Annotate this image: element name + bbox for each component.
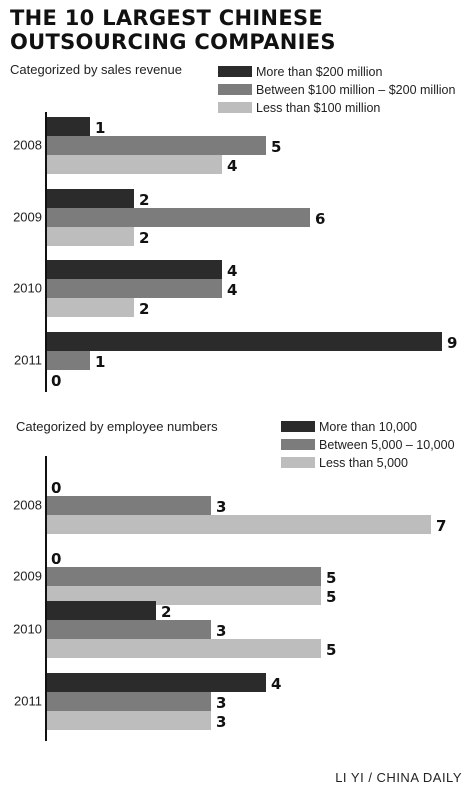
employees-bar-2008-s2 — [46, 496, 211, 515]
employees-value-2008-s2: 3 — [216, 498, 226, 516]
employees-bar-2010-s1 — [46, 601, 156, 620]
sales-bar-2009-s3 — [46, 227, 134, 246]
employees-bar-2010-s3 — [46, 639, 321, 658]
sales-bar-2009-s1 — [46, 189, 134, 208]
sales-bar-2009-s2 — [46, 208, 310, 227]
employees-value-2011-s2: 3 — [216, 694, 226, 712]
sales-value-2008-s3: 4 — [227, 157, 237, 175]
sales-bar-2011-s1 — [46, 332, 442, 351]
sales-year-label-2011: 2011 — [14, 353, 42, 368]
employees-legend-swatch-1 — [281, 421, 315, 432]
sales-legend-swatch-3 — [218, 102, 252, 113]
employees-value-2011-s1: 4 — [271, 675, 281, 693]
sales-legend-swatch-2 — [218, 84, 252, 95]
employees-value-2008-s1: 0 — [51, 479, 61, 497]
employees-bar-2008-s3 — [46, 515, 431, 534]
sales-value-2009-s3: 2 — [139, 229, 149, 247]
employees-year-label-2010: 2010 — [13, 622, 42, 637]
sales-value-2010-s3: 2 — [139, 300, 149, 318]
employees-legend-label-1: More than 10,000 — [319, 420, 417, 434]
employees-value-2011-s3: 3 — [216, 713, 226, 731]
sales-bar-2008-s3 — [46, 155, 222, 174]
sales-value-2011-s2: 1 — [95, 353, 105, 371]
employees-year-label-2008: 2008 — [13, 498, 42, 513]
sales-legend-label-2: Between $100 million – $200 million — [256, 83, 455, 97]
employees-year-label-2009: 2009 — [13, 569, 42, 584]
sales-value-2008-s1: 1 — [95, 119, 105, 137]
sales-year-label-2008: 2008 — [13, 138, 42, 153]
sales-value-2009-s2: 6 — [315, 210, 325, 228]
sales-bar-2008-s1 — [46, 117, 90, 136]
employees-value-2010-s1: 2 — [161, 603, 171, 621]
sales-legend-label-3: Less than $100 million — [256, 101, 380, 115]
employees-value-2009-s1: 0 — [51, 550, 61, 568]
employees-bar-2010-s2 — [46, 620, 211, 639]
chart-title: THE 10 LARGEST CHINESE OUTSOURCING COMPA… — [10, 6, 336, 54]
employees-value-2008-s3: 7 — [436, 517, 446, 535]
sales-bar-2010-s1 — [46, 260, 222, 279]
credit-line: LI YI / CHINA DAILY — [335, 770, 462, 785]
sales-value-2009-s1: 2 — [139, 191, 149, 209]
sales-legend-swatch-1 — [218, 66, 252, 77]
sales-value-2010-s1: 4 — [227, 262, 237, 280]
employees-subtitle: Categorized by employee numbers — [16, 419, 218, 434]
employees-bar-2011-s1 — [46, 673, 266, 692]
employees-year-label-2011: 2011 — [14, 694, 42, 709]
sales-year-label-2009: 2009 — [13, 210, 42, 225]
sales-subtitle: Categorized by sales revenue — [10, 62, 182, 77]
sales-revenue-chart: Categorized by sales revenue More than $2… — [10, 62, 457, 392]
employees-bar-2011-s3 — [46, 711, 211, 730]
employees-bar-2009-s2 — [46, 567, 321, 586]
sales-bar-2010-s2 — [46, 279, 222, 298]
sales-legend-label-1: More than $200 million — [256, 65, 383, 79]
sales-value-2010-s2: 4 — [227, 281, 237, 299]
employees-value-2010-s2: 3 — [216, 622, 226, 640]
sales-value-2011-s3: 0 — [51, 372, 61, 390]
employees-bar-2011-s2 — [46, 692, 211, 711]
sales-year-label-2010: 2010 — [13, 281, 42, 296]
sales-bar-2010-s3 — [46, 298, 134, 317]
employees-legend-label-3: Less than 5,000 — [319, 456, 408, 470]
employees-value-2009-s3: 5 — [326, 588, 336, 606]
sales-value-2011-s1: 9 — [447, 334, 457, 352]
employees-value-2009-s2: 5 — [326, 569, 336, 587]
employees-legend-swatch-3 — [281, 457, 315, 468]
employees-legend-label-2: Between 5,000 – 10,000 — [319, 438, 455, 452]
employees-bar-2009-s3 — [46, 586, 321, 605]
employees-legend-swatch-2 — [281, 439, 315, 450]
sales-bar-2011-s2 — [46, 351, 90, 370]
employees-value-2010-s3: 5 — [326, 641, 336, 659]
sales-value-2008-s2: 5 — [271, 138, 281, 156]
sales-bar-2008-s2 — [46, 136, 266, 155]
